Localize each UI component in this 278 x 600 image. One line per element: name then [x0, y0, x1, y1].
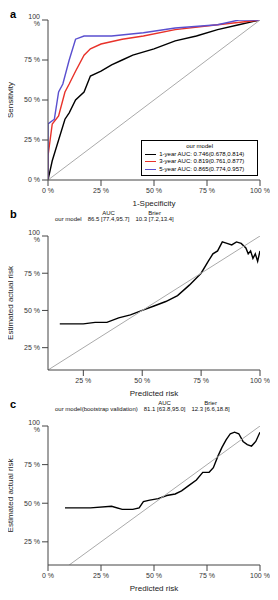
html-text:3-year AUC: 0.819(0.761,0.877): 3-year AUC: 0.819(0.761,0.877) [159, 158, 245, 164]
svg-text:Estimated actual risk: Estimated actual risk [8, 458, 15, 533]
svg-text:Estimated actual risk: Estimated actual risk [8, 265, 15, 340]
html-text:81.1 [63.8,95.0]: 81.1 [63.8,95.0] [143, 406, 186, 412]
svg-text:75 %: 75 % [199, 187, 215, 194]
svg-text:50 %: 50 % [146, 572, 162, 579]
html-text:86.5 [77.4,95.7]: 86.5 [77.4,95.7] [87, 216, 130, 222]
html-text:1-year AUC: 0.746(0.678,0.814): 1-year AUC: 0.746(0.678,0.814) [159, 150, 245, 157]
svg-text:100%: 100% [28, 419, 40, 433]
svg-text:50 %: 50 % [24, 500, 40, 507]
svg-text:25 %: 25 % [24, 344, 40, 351]
svg-text:25 %: 25 % [24, 538, 40, 545]
html-text:12.3 [6.6,18.8]: 12.3 [6.6,18.8] [191, 406, 230, 412]
svg-text:Sensitivity: Sensitivity [8, 82, 15, 118]
html-text:c: c [10, 398, 17, 410]
svg-text:100%: 100% [28, 229, 40, 243]
svg-text:100 %: 100 % [250, 572, 270, 579]
svg-text:75 %: 75 % [193, 377, 209, 384]
svg-text:25 %: 25 % [93, 187, 109, 194]
html-text:our model: our model [55, 216, 82, 222]
svg-text:Predicted risk: Predicted risk [130, 584, 179, 593]
svg-text:25 %: 25 % [24, 136, 40, 143]
html-text:AUC: AUC [158, 400, 171, 406]
html-text:AUC: AUC [102, 210, 115, 216]
html-text:a: a [10, 8, 17, 20]
svg-text:50 %: 50 % [134, 377, 150, 384]
svg-text:0 %: 0 % [42, 187, 54, 194]
html-text:our model(bootstrap validation: our model(bootstrap validation) [55, 406, 138, 412]
html-text:our model: our model [186, 143, 213, 149]
svg-text:Predicted risk: Predicted risk [130, 389, 179, 398]
svg-text:100 %: 100 % [250, 187, 270, 194]
svg-text:75 %: 75 % [24, 461, 40, 468]
svg-text:50 %: 50 % [146, 187, 162, 194]
svg-text:75 %: 75 % [199, 572, 215, 579]
svg-text:1-Specificity: 1-Specificity [132, 199, 175, 208]
svg-text:0 %: 0 % [42, 572, 54, 579]
html-text:b: b [10, 208, 17, 220]
svg-text:50 %: 50 % [24, 307, 40, 314]
html-text:Brier: Brier [204, 400, 217, 406]
svg-text:75 %: 75 % [24, 56, 40, 63]
svg-text:75 %: 75 % [24, 270, 40, 277]
svg-text:100 %: 100 % [250, 377, 270, 384]
html-text:5-year AUC: 0.865(0.774,0.957): 5-year AUC: 0.865(0.774,0.957) [159, 165, 245, 172]
svg-text:0 %: 0 % [28, 176, 40, 183]
svg-text:100%: 100% [28, 13, 40, 27]
svg-text:25 %: 25 % [75, 377, 91, 384]
svg-text:50 %: 50 % [24, 96, 40, 103]
html-text:Brier: Brier [148, 210, 161, 216]
svg-text:25 %: 25 % [93, 572, 109, 579]
html-text:10.3 [7.2,13.4]: 10.3 [7.2,13.4] [135, 216, 174, 222]
